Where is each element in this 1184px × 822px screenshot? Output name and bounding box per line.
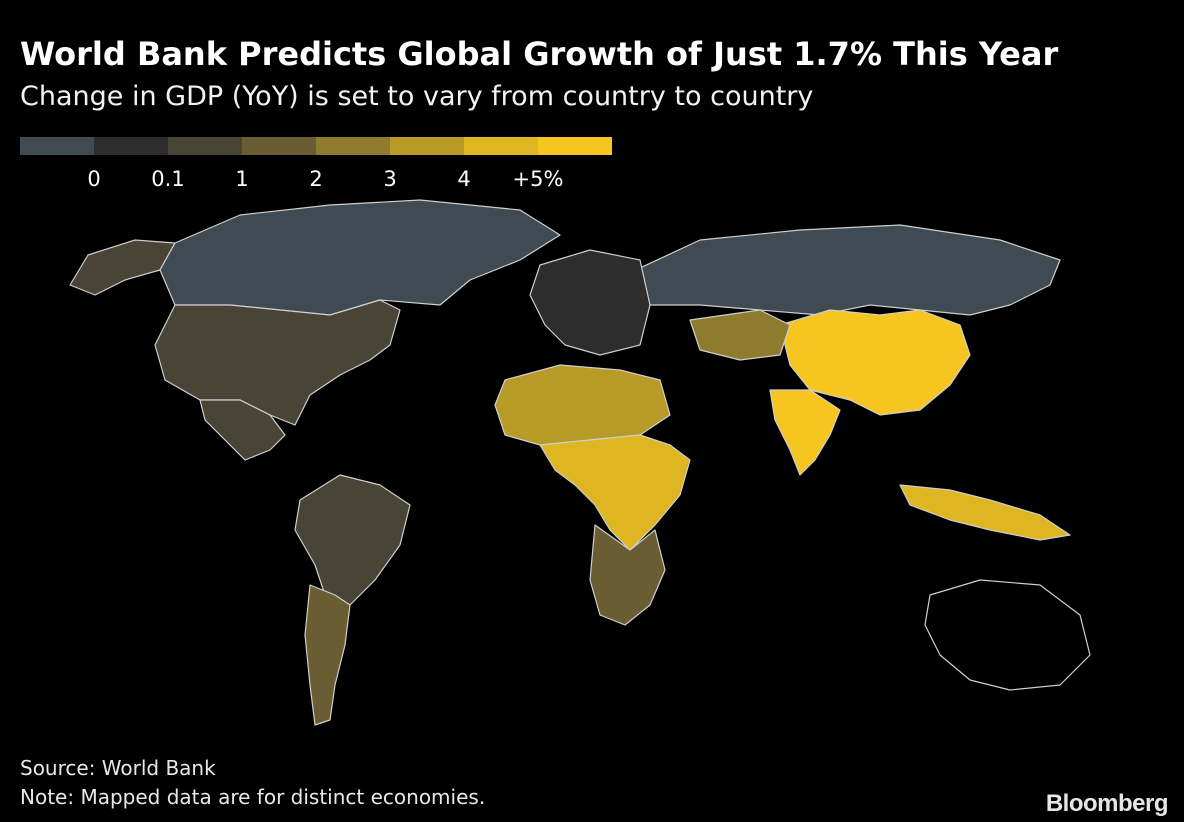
legend-swatch-0: [20, 137, 94, 155]
region-kazakhstan: [689, 309, 791, 361]
legend-label-5: 4: [457, 167, 471, 191]
region-australia: [924, 579, 1091, 691]
region-argentina: [304, 584, 351, 726]
data-note: Note: Mapped data are for distinct econo…: [20, 785, 486, 809]
region-united-states: [154, 299, 401, 426]
region-canada: [159, 199, 561, 316]
legend-label-6: +5%: [512, 167, 564, 191]
region-indonesia: [899, 484, 1071, 541]
source-note: Source: World Bank: [20, 756, 216, 780]
region-africa-south: [589, 524, 666, 626]
region-india: [769, 389, 841, 476]
region-brazil: [294, 474, 411, 606]
legend-swatch-1: [94, 137, 168, 155]
legend-swatch-5: [390, 137, 464, 155]
world-choropleth-map: [69, 199, 1091, 726]
legend-swatch-6: [464, 137, 538, 155]
region-africa-central: [539, 434, 691, 551]
bloomberg-logo: Bloomberg: [1045, 790, 1169, 817]
color-legend-labels: 0 0.1 1 2 3 4 +5%: [20, 165, 612, 195]
region-mexico: [199, 399, 286, 461]
legend-label-0: 0: [87, 167, 101, 191]
legend-label-1: 0.1: [151, 167, 185, 191]
legend-swatch-4: [316, 137, 390, 155]
color-legend-bar: [20, 137, 612, 155]
legend-label-3: 2: [309, 167, 323, 191]
region-europe: [529, 249, 651, 356]
region-alaska: [69, 239, 176, 296]
legend-swatch-2: [168, 137, 242, 155]
legend-swatch-3: [242, 137, 316, 155]
region-africa-north: [494, 364, 671, 446]
legend-label-4: 3: [383, 167, 397, 191]
chart-subtitle: Change in GDP (YoY) is set to vary from …: [20, 81, 814, 112]
legend-swatch-7: [538, 137, 612, 155]
region-russia: [624, 224, 1061, 316]
chart-title: World Bank Predicts Global Growth of Jus…: [20, 35, 1059, 73]
legend-label-2: 1: [235, 167, 249, 191]
